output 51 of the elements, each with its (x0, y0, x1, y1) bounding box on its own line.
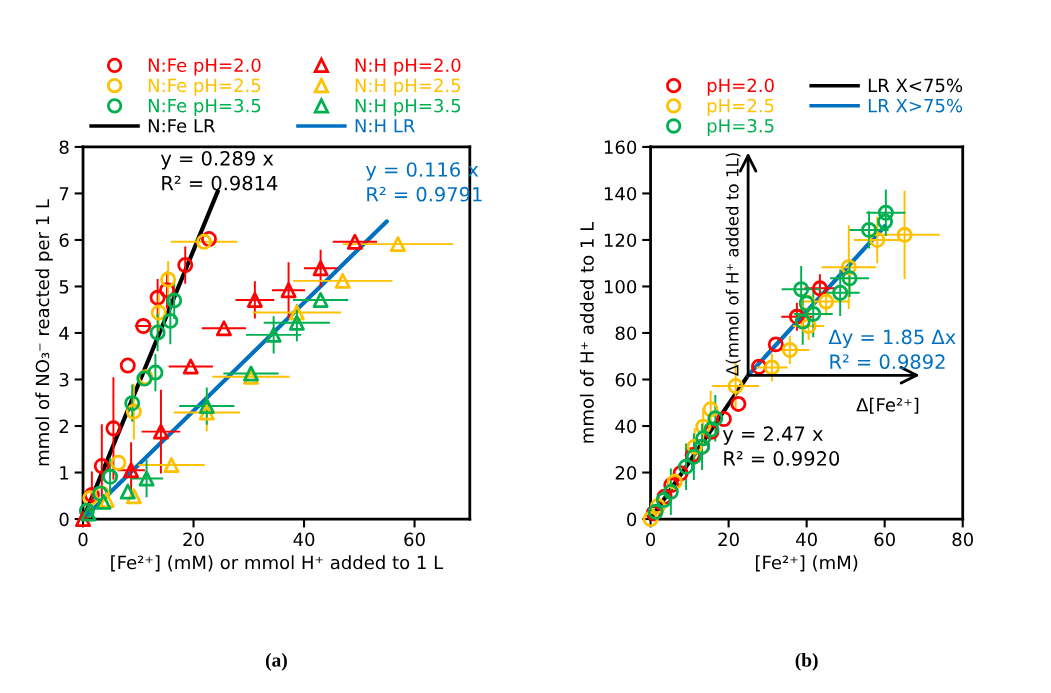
legend-label: pH=2.5 (707, 98, 774, 116)
y-tick-label: 100 (604, 279, 637, 294)
legend-label: N:H pH=2.5 (355, 78, 461, 96)
y-tick-label: 2 (59, 419, 69, 433)
y-axis-title: mmol of NO₃⁻ reacted per 1 L (35, 199, 53, 466)
x-tick-label: 40 (796, 532, 817, 547)
annotation: Δ(mmol of H⁺ added to 1L) (725, 153, 741, 376)
y-tick-label: 7 (59, 187, 69, 201)
y-tick-label: 140 (604, 186, 637, 201)
legend-label: LR X>75% (868, 98, 963, 113)
x-tick-label: 60 (404, 532, 425, 547)
y-tick-label: 40 (615, 419, 637, 434)
annotation: Δ[Fe²⁺] (856, 397, 919, 414)
annotation: y = 0.289 x R² = 0.9814 (160, 150, 278, 191)
y-tick-label: 6 (59, 233, 69, 248)
y-tick-label: 5 (59, 280, 69, 294)
x-tick-label: 0 (78, 532, 88, 547)
legend-label: N:Fe pH=2.0 (148, 58, 261, 76)
annotation: Δy = 1.85 Δx R² = 0.9892 (828, 329, 956, 370)
x-tick-label: 20 (718, 532, 739, 547)
y-tick-label: 0 (59, 512, 69, 527)
legend-label: N:H pH=2.0 (355, 58, 461, 76)
legend-label: N:H pH=3.5 (355, 98, 461, 116)
y-tick-label: 80 (615, 326, 637, 341)
y-tick-label: 120 (604, 233, 637, 248)
x-tick-label: 80 (952, 532, 973, 547)
legend-label: pH=3.5 (707, 118, 774, 137)
x-axis-title: [Fe²⁺] (mM) or mmol H⁺ added to 1 L (111, 555, 444, 572)
y-tick-label: 3 (59, 372, 69, 387)
y-tick-label: 0 (627, 512, 637, 527)
legend-label: N:Fe LR (148, 119, 216, 133)
x-tick-label: 40 (293, 532, 315, 547)
y-tick-label: 20 (615, 466, 637, 480)
x-axis-title: [Fe²⁺] (mM) (756, 555, 858, 572)
legend-label: N:Fe pH=3.5 (148, 98, 261, 116)
x-tick-label: 60 (874, 532, 895, 547)
x-tick-label: 0 (646, 532, 656, 547)
legend-label: N:H LR (355, 119, 415, 133)
annotation: y = 2.47 x R² = 0.9920 (722, 426, 840, 466)
y-tick-label: 1 (60, 466, 69, 480)
y-tick-label: 4 (59, 326, 69, 340)
y-tick-label: 160 (604, 140, 637, 155)
legend-label: pH=2.0 (707, 78, 774, 96)
text: (a) (265, 653, 287, 671)
y-tick-label: 60 (615, 372, 637, 387)
text: (b) (795, 653, 818, 671)
y-axis-title: mmol of H⁺ added to 1 L (579, 221, 594, 443)
legend-label: N:Fe pH=2.5 (148, 78, 261, 96)
y-tick-label: 8 (59, 140, 69, 155)
x-tick-label: 20 (183, 532, 204, 547)
legend-label: LR X<75% (868, 78, 963, 93)
